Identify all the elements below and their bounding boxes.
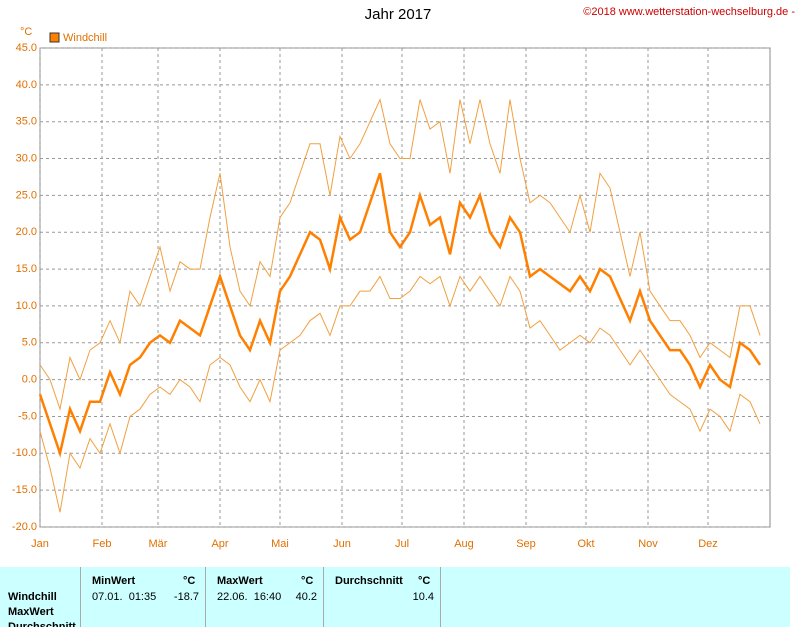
y-tick-label: 30.0 [16, 152, 37, 164]
x-tick-label: Dez [698, 538, 718, 550]
x-tick-label: Nov [638, 538, 658, 550]
line [39, 98, 761, 412]
x-tick-label: Sep [516, 538, 536, 550]
stats-table: Windchill MaxWert Durchschnitt MinWert °C 07.… [0, 567, 790, 627]
x-tick-label: Feb [93, 538, 112, 550]
col-header: MinWert [92, 575, 136, 587]
y-tick-label: 25.0 [16, 189, 37, 201]
cell-time: 22.06. 16:40 [217, 591, 282, 603]
y-tick-label: 45.0 [16, 42, 37, 54]
x-tick-label: Apr [211, 538, 228, 550]
col-header: Durchschnitt [335, 575, 403, 587]
y-tick-label: 0.0 [22, 374, 37, 386]
cell-value: -18.7 [173, 591, 199, 603]
y-unit: °C [20, 26, 32, 38]
y-tick-label: 20.0 [16, 226, 37, 238]
legend-label: Windchill [63, 32, 107, 44]
col-unit: °C [418, 575, 431, 587]
chart-title: Jahr 2017 [365, 6, 432, 23]
cell-value: 40.2 [295, 591, 317, 603]
x-tick-label: Jan [31, 538, 49, 550]
x-tick-label: Mär [149, 538, 168, 550]
separator [440, 567, 441, 627]
x-tick-label: Okt [577, 538, 594, 550]
cell-time: 07.01. 01:35 [92, 591, 157, 603]
separator [323, 567, 324, 627]
line [39, 275, 761, 513]
separator [205, 567, 206, 627]
y-tick-label: 5.0 [22, 337, 37, 349]
y-tick-label: 10.0 [16, 300, 37, 312]
col-unit: °C [183, 575, 196, 587]
y-tick-label: 40.0 [16, 79, 37, 91]
y-tick-label: 35.0 [16, 116, 37, 128]
legend-swatch [49, 32, 60, 43]
x-tick-label: Jul [395, 538, 409, 550]
row-label: Durchschnitt [8, 621, 76, 627]
credit: ©2018 www.wetterstation-wechselburg.de - [583, 6, 795, 18]
x-tick-label: Mai [271, 538, 289, 550]
x-tick-label: Jun [333, 538, 351, 550]
row-label: Windchill [8, 591, 57, 603]
y-tick-label: -15.0 [12, 484, 37, 496]
y-tick-label: -20.0 [12, 521, 37, 533]
line [38, 172, 762, 458]
separator [80, 567, 81, 627]
y-tick-label: -10.0 [12, 447, 37, 459]
col-unit: °C [301, 575, 314, 587]
plot-area [39, 47, 771, 528]
y-tick-label: 15.0 [16, 263, 37, 275]
x-tick-label: Aug [454, 538, 474, 550]
y-tick-label: -5.0 [18, 410, 37, 422]
cell-value: 10.4 [412, 591, 434, 603]
col-header: MaxWert [217, 575, 263, 587]
row-label: MaxWert [8, 606, 54, 618]
chart: Jahr 2017 ©2018 www.wetterstation-wechse… [12, 6, 795, 550]
